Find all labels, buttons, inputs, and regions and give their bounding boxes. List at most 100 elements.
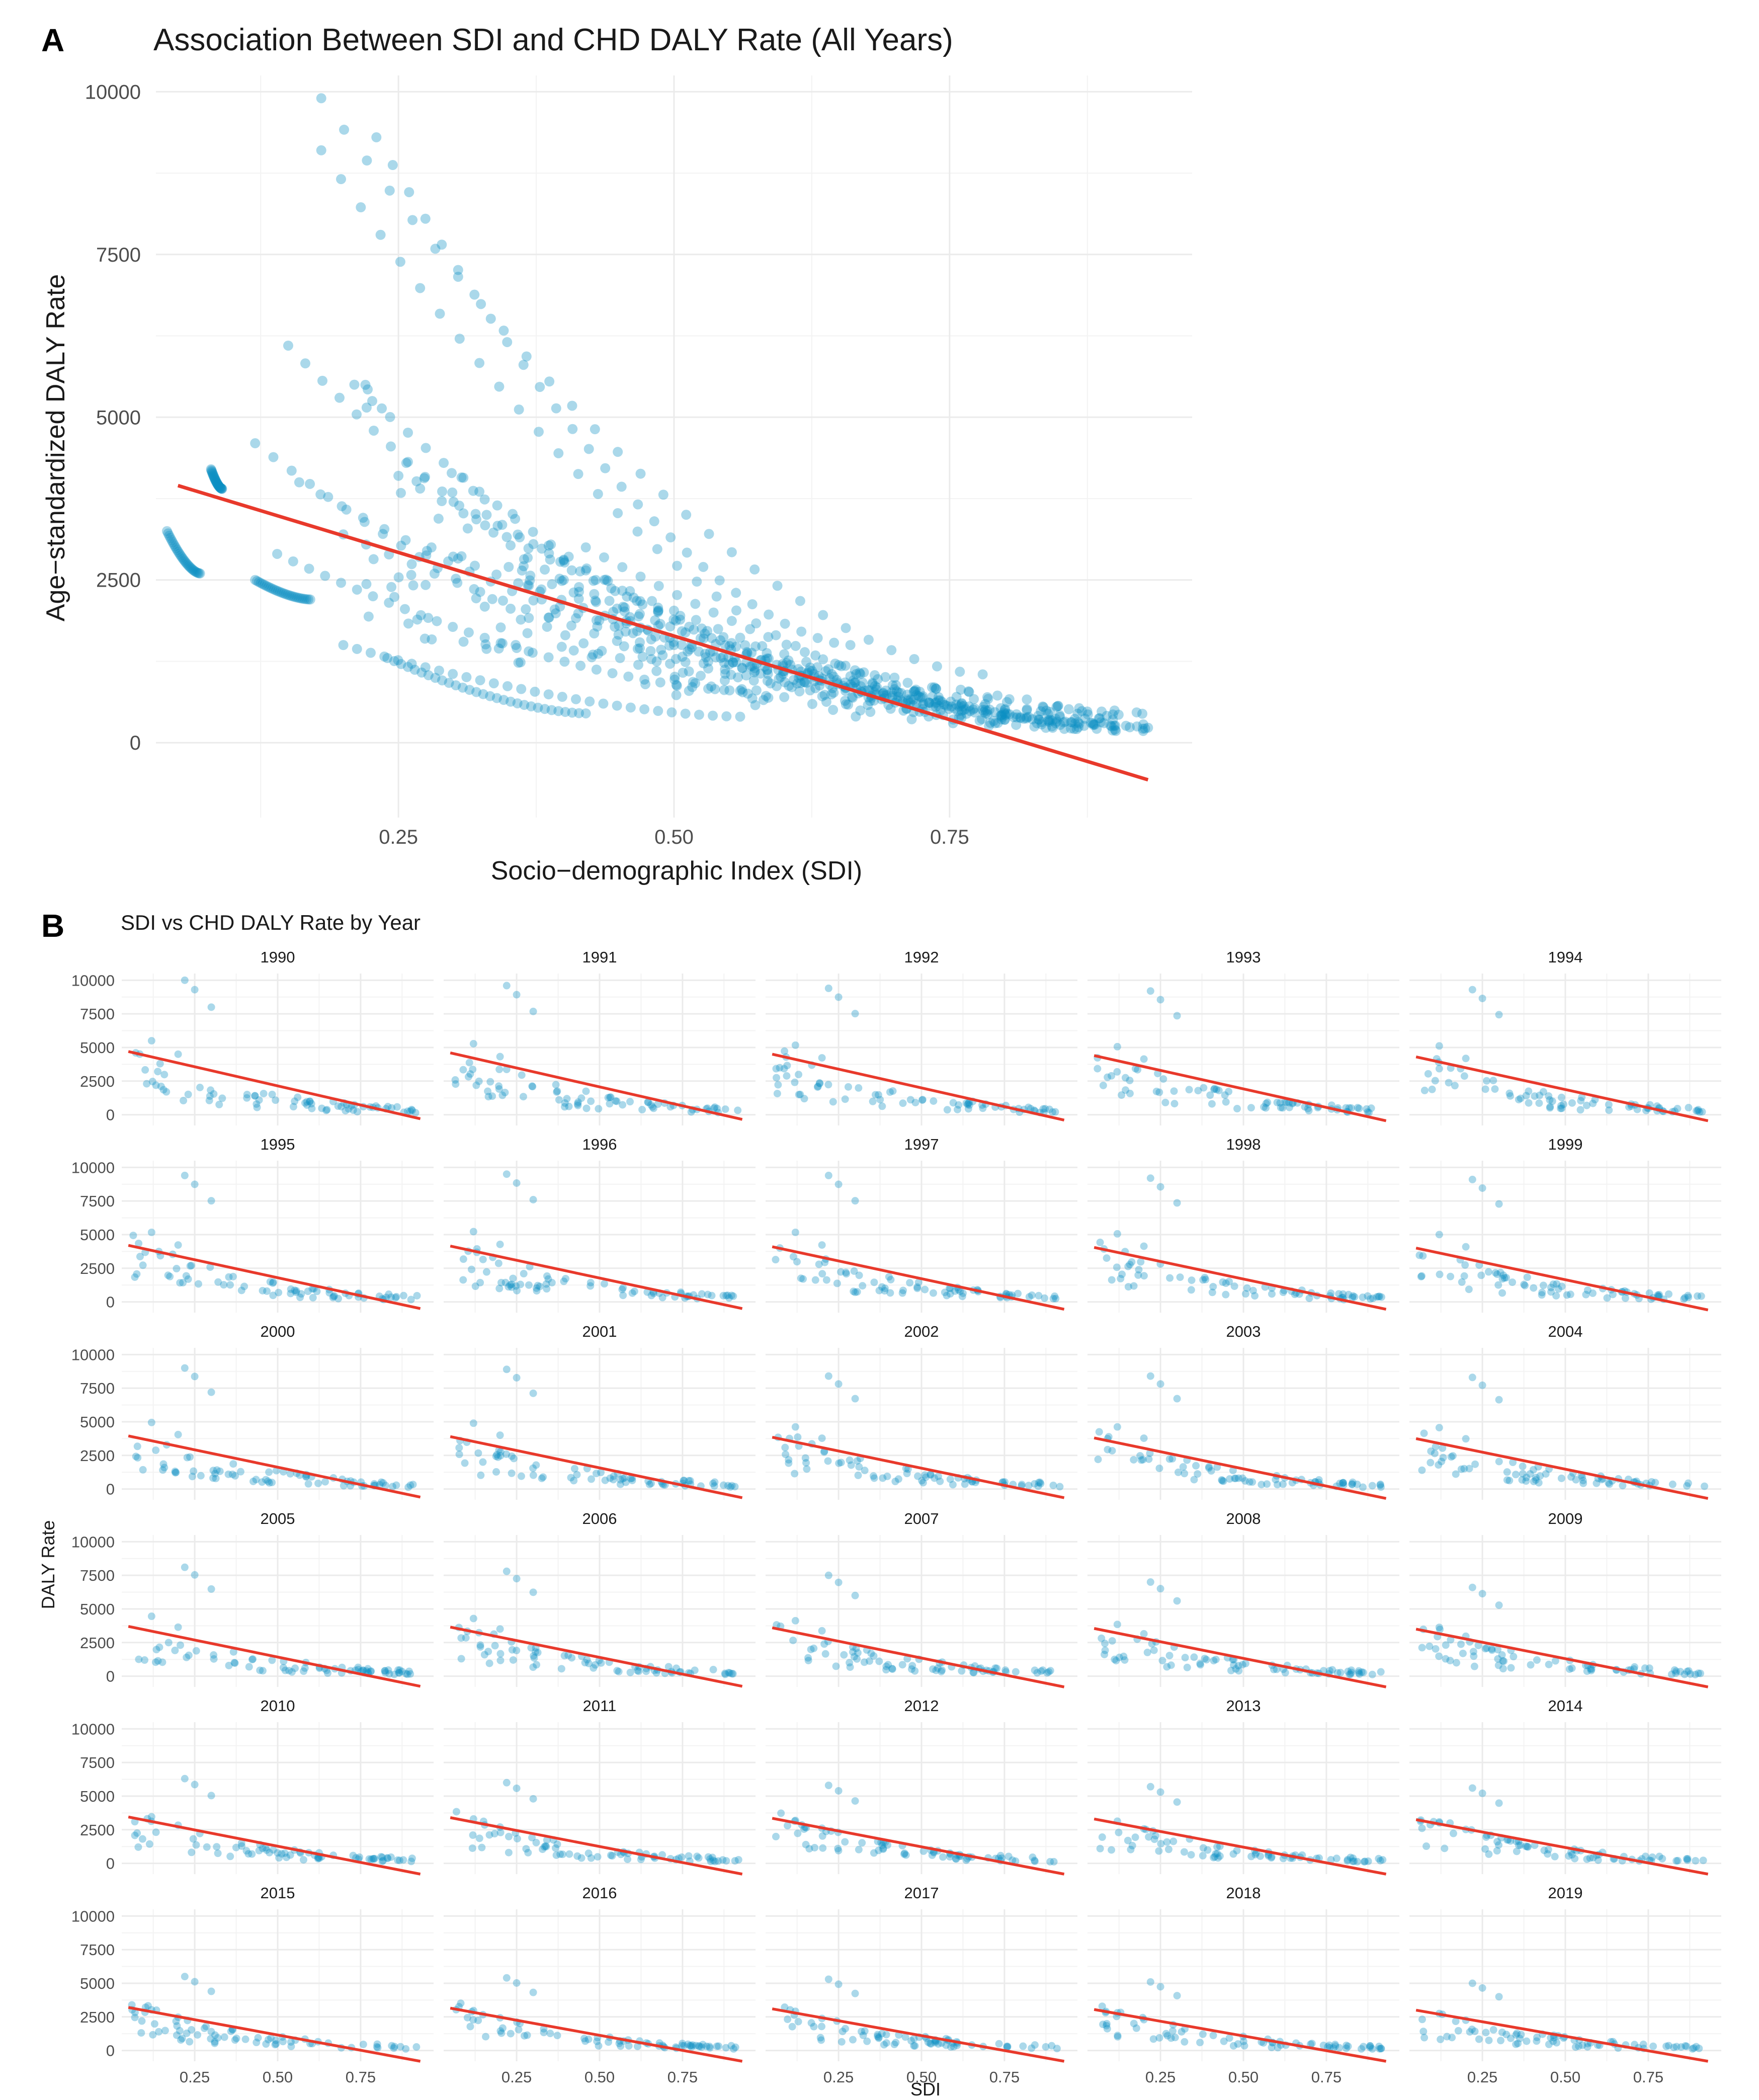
facet-data-point — [958, 1293, 966, 1301]
panel-a-data-point — [610, 621, 620, 632]
panel-a-data-point — [190, 567, 201, 577]
facet-data-point — [287, 1289, 295, 1298]
facet-data-point — [407, 1105, 415, 1113]
facet-data-point — [874, 1091, 882, 1099]
facet-data-point — [861, 1467, 869, 1475]
facet-data-point — [468, 1265, 476, 1273]
panel-a-data-point — [999, 707, 1010, 718]
panel-a-data-point — [865, 696, 875, 706]
facet-data-point — [1447, 1272, 1455, 1280]
facet-x-tick-label: 0.50 — [1228, 2068, 1259, 2086]
facet-data-point — [413, 1291, 421, 1300]
panel-a-data-point — [502, 337, 513, 347]
panel-a-data-point — [210, 473, 220, 484]
facet-data-point — [866, 1657, 874, 1665]
facet-data-point — [618, 1285, 626, 1294]
panel-a-data-point — [958, 701, 969, 711]
panel-a-data-point — [488, 527, 499, 538]
panel-a-data-point — [750, 700, 761, 710]
facet-data-point — [1212, 1085, 1220, 1093]
panel-a-data-point — [964, 701, 974, 712]
facet-y-tick-label: 10000 — [71, 1533, 115, 1551]
facet-data-point — [192, 1841, 200, 1849]
facet-data-point — [819, 1844, 827, 1852]
panel-a-data-point — [840, 695, 851, 706]
facet-data-point — [708, 1291, 716, 1300]
facet-data-point — [330, 1292, 339, 1300]
facet-data-point — [1462, 1435, 1470, 1443]
panel-a-data-point — [736, 684, 747, 694]
panel-a-y-tick-label: 10000 — [85, 81, 141, 103]
facet-data-point — [1435, 1065, 1443, 1073]
facet-data-point — [722, 2044, 730, 2052]
panel-a-data-point — [992, 717, 1003, 728]
facet-data-point — [1522, 1092, 1530, 1100]
panel-a-data-point — [977, 669, 988, 680]
panel-a-data-point — [395, 257, 405, 267]
facet-data-point — [1096, 1238, 1104, 1246]
facet-data-point — [824, 1782, 832, 1790]
facet-data-point — [1363, 1105, 1371, 1113]
facet-data-point — [1135, 1266, 1143, 1274]
facet-2006: 2006 — [444, 1510, 756, 1688]
facet-data-point — [388, 2042, 396, 2050]
facet-year-label: 1998 — [1226, 1136, 1261, 1153]
facet-data-point — [824, 984, 832, 992]
facet-data-point — [1152, 1087, 1160, 1095]
facet-data-point — [1701, 1482, 1709, 1490]
facet-data-point — [466, 1070, 474, 1078]
facet-data-point — [174, 1241, 182, 1249]
facet-data-point — [482, 1268, 490, 1276]
facet-data-point — [1557, 1093, 1565, 1101]
panel-a-data-point — [817, 691, 827, 701]
facet-data-point — [781, 1443, 789, 1451]
panel-a-data-point — [878, 688, 888, 699]
panel-a-data-point — [959, 705, 969, 715]
facet-data-point — [600, 1280, 608, 1288]
panel-a-data-point — [763, 632, 774, 642]
facet-data-point — [299, 1856, 307, 1864]
panel-a-data-point — [560, 630, 570, 640]
facet-data-point — [795, 1071, 803, 1079]
panel-a-data-point — [1034, 714, 1045, 725]
panel-a-data-point — [166, 535, 177, 545]
facet-data-point — [1452, 1470, 1460, 1478]
panel-a-data-point — [851, 711, 861, 722]
panel-a-data-point — [567, 424, 578, 434]
panel-a-data-point — [478, 689, 488, 699]
facet-y-tick-label: 0 — [106, 1294, 115, 1311]
facet-data-point — [478, 1843, 486, 1851]
facet-data-point — [818, 1627, 826, 1635]
panel-a-data-point — [280, 589, 291, 599]
panel-a-data-point — [1073, 722, 1084, 733]
panel-a-data-point — [985, 717, 995, 728]
facet-data-point — [1096, 1844, 1104, 1852]
facet-data-point — [1428, 1085, 1436, 1093]
facet-data-point — [1470, 1652, 1478, 1660]
facet-data-point — [1162, 2030, 1170, 2038]
facet-data-point — [174, 1623, 182, 1631]
panel-a-data-point — [519, 700, 530, 710]
panel-a-data-point — [288, 591, 298, 602]
facet-data-point — [1095, 1428, 1103, 1436]
facet-data-point — [184, 1275, 192, 1283]
panel-a-data-point — [420, 213, 431, 224]
panel-a-data-point — [506, 603, 516, 614]
panel-a-data-point — [819, 690, 830, 700]
facet-data-point — [464, 1073, 472, 1081]
facet-data-point — [931, 2039, 939, 2047]
facet-data-point — [1156, 1183, 1164, 1191]
facet-data-point — [1376, 1481, 1384, 1489]
panel-a-data-point — [495, 638, 506, 649]
panel-a-data-point — [556, 641, 567, 652]
panel-a-data-point — [1045, 706, 1055, 717]
panel-a-data-point — [183, 560, 194, 571]
facet-data-point — [152, 1081, 160, 1089]
panel-a-data-point — [956, 698, 967, 708]
facet-data-point — [1103, 2020, 1111, 2028]
panel-a-data-point — [1108, 709, 1118, 720]
panel-a-data-point — [845, 671, 856, 682]
facet-data-point — [255, 1096, 263, 1104]
facet-2004: 2004 — [1409, 1323, 1721, 1500]
panel-a-data-point — [492, 521, 503, 531]
